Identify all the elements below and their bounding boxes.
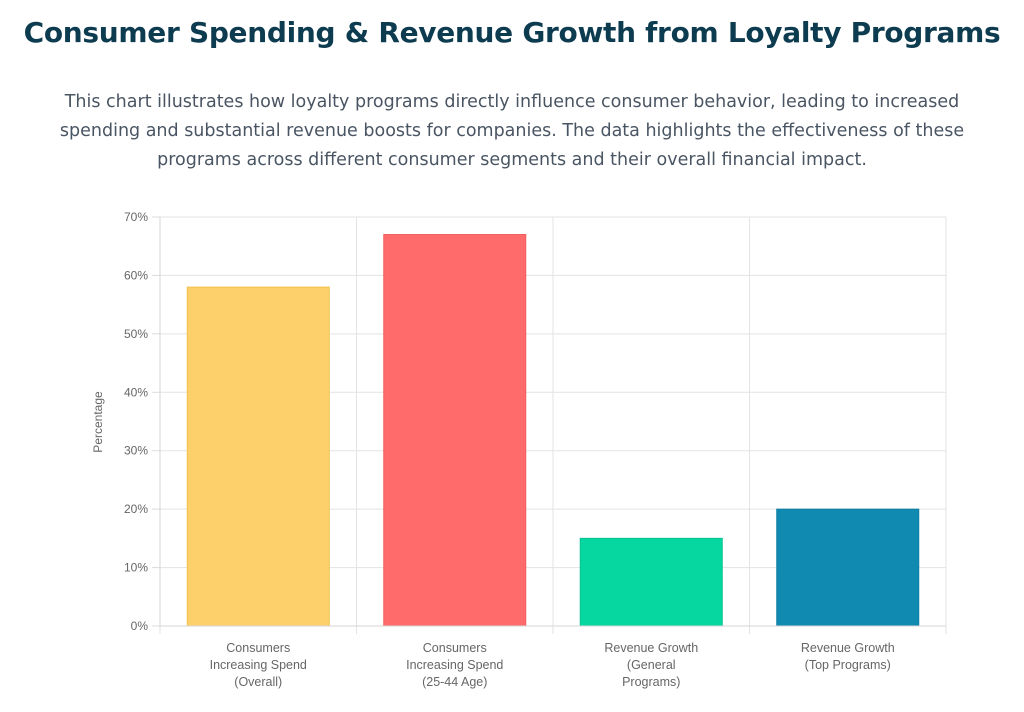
x-tick-label: Revenue Growth (Top Programs) — [801, 641, 895, 672]
y-tick-label: 10% — [124, 561, 148, 575]
y-tick-label: 40% — [124, 385, 148, 399]
bar[interactable] — [776, 508, 920, 627]
y-tick-label: 0% — [131, 619, 149, 633]
bar[interactable] — [383, 234, 527, 627]
x-tick-label: Consumers Increasing Spend (25-44 Age) — [406, 641, 503, 689]
bar[interactable] — [579, 537, 723, 627]
chart-description: This chart illustrates how loyalty progr… — [59, 92, 965, 170]
y-axis-title: Percentage — [91, 391, 105, 453]
bars — [186, 234, 920, 627]
axes: 0% 10% 20% 30% 40% 50% 60% 70% Consumers Increasi… — [124, 210, 946, 689]
x-tick-label: Revenue Growth (General Programs) — [604, 641, 698, 689]
y-tick-label: 30% — [124, 444, 148, 458]
y-tick-label: 60% — [124, 268, 148, 282]
x-tick-label: Consumers Increasing Spend (Overall) — [210, 641, 307, 689]
y-tick-label: 50% — [124, 327, 148, 341]
y-tick-label: 70% — [124, 210, 148, 224]
y-tick-label: 20% — [124, 502, 148, 516]
bar[interactable] — [186, 286, 330, 627]
chart-title: Consumer Spending & Revenue Growth from … — [23, 16, 1001, 49]
